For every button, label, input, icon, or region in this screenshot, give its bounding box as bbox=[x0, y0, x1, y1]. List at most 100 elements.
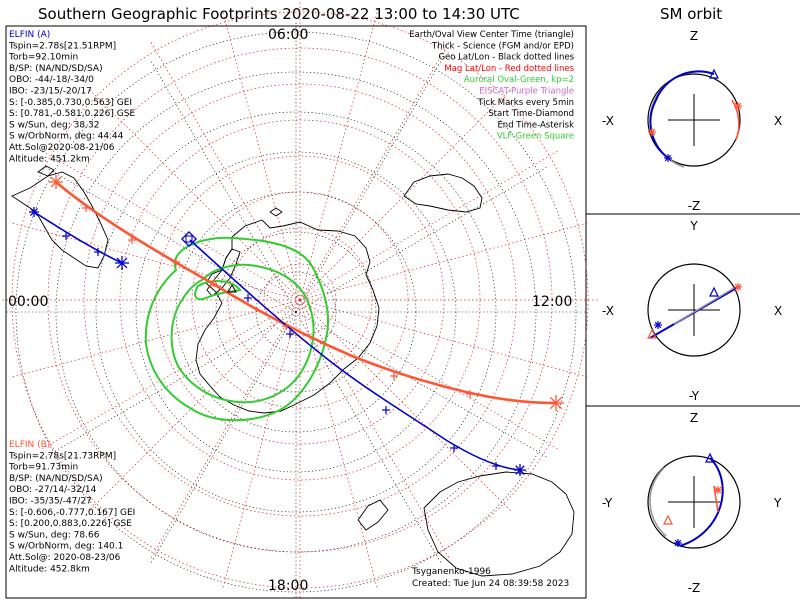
mag-longitude-line bbox=[299, 10, 378, 301]
legend-entry: Start Time-Diamond bbox=[488, 109, 574, 119]
elfin-a-track bbox=[33, 211, 123, 264]
created-timestamp: Created: Tue Jun 24 08:39:58 2023 bbox=[412, 579, 569, 589]
info-line: S w/OrbNorm, deg: 44.44 bbox=[9, 132, 124, 142]
auroral-oval-outer bbox=[144, 236, 330, 422]
africa-coastline bbox=[403, 173, 483, 213]
orbit-start-triangle bbox=[647, 328, 657, 339]
orbit-axis-left: -X bbox=[602, 114, 614, 128]
geo-latlon-grid bbox=[6, 22, 586, 600]
orbit-end-asterisk bbox=[654, 321, 662, 329]
mag-longitude-line bbox=[40, 149, 301, 301]
orbit-end-asterisk bbox=[734, 283, 742, 291]
orbit-title: SM orbit bbox=[660, 5, 722, 23]
mag-longitude-line bbox=[10, 299, 301, 378]
orbit-path-a bbox=[679, 457, 724, 547]
orbit-end-asterisk bbox=[664, 154, 672, 162]
orbit-path-gray bbox=[673, 287, 735, 325]
geo-latitude-circle bbox=[135, 151, 457, 473]
info-line: B/SP: (NA/ND/SD/SA) bbox=[9, 64, 103, 74]
elfin-a-tick bbox=[94, 248, 102, 256]
orbit-axis-right: X bbox=[774, 114, 782, 128]
info-line: IBO: -35/35/-47/27 bbox=[9, 497, 92, 507]
orbit-path-gray bbox=[649, 467, 667, 537]
geo-latitude-circle bbox=[95, 111, 497, 513]
geo-longitude-line bbox=[295, 60, 442, 313]
island-coastline bbox=[269, 207, 283, 217]
orbit-start-triangle bbox=[709, 286, 719, 297]
orbit-axis-bottom: -Z bbox=[688, 199, 701, 213]
info-line: S: [0.200,0.883,0.226] GSE bbox=[9, 519, 132, 529]
orbit-end-asterisk bbox=[648, 128, 656, 136]
legend-entry: Earth/Oval View Center Time (triangle) bbox=[409, 30, 574, 40]
info-line: S w/Sun, deg: 78.66 bbox=[9, 530, 100, 540]
orbit-path-a bbox=[649, 70, 715, 159]
legend-entry: End Time-Asterisk bbox=[497, 120, 574, 130]
info-line: OBO: -27/14/-32/14 bbox=[9, 485, 97, 495]
antarctica-coastline bbox=[195, 219, 380, 414]
elfin-a-tick bbox=[382, 406, 390, 414]
orbit-axis-bottom: -Y bbox=[689, 389, 700, 403]
info-line: Torb=92.10min bbox=[8, 53, 78, 63]
new-zealand-coastline bbox=[357, 499, 389, 531]
mag-longitude-line bbox=[299, 299, 451, 560]
info-line: B/SP: (NA/ND/SD/SA) bbox=[9, 474, 103, 484]
info-line: S: [-0.385,0.730,0.563] GEI bbox=[9, 98, 132, 108]
geo-longitude-line bbox=[295, 311, 548, 458]
sm-orbit-panels: Z -Z -X X Y -Y -X X Z -Z -Y Y bbox=[602, 29, 782, 595]
elfin-b-end-asterisk bbox=[49, 175, 63, 189]
polar-map bbox=[0, 0, 600, 600]
mag-longitude-line bbox=[299, 40, 451, 301]
elfin-a-info: ELFIN (A)Tspin=2.78s[21.51RPM] Torb=92.10… bbox=[8, 30, 135, 164]
info-line: S w/OrbNorm, deg: 140.1 bbox=[9, 542, 123, 552]
mag-longitude-line bbox=[222, 10, 301, 301]
south-america-coastline bbox=[11, 171, 109, 269]
island-coastline bbox=[37, 165, 55, 177]
clock-label-left: 00:00 bbox=[8, 294, 48, 310]
geo-longitude-line bbox=[295, 311, 442, 564]
elfin-a-tick bbox=[492, 462, 500, 470]
legend-entry: VLF-Green Square bbox=[497, 132, 574, 142]
elfin-a-tick bbox=[62, 232, 70, 240]
orbit-axis-top: Z bbox=[690, 29, 698, 43]
model-credit: Tsyganenko-1996 bbox=[411, 567, 491, 577]
orbit-axis-bottom: -Z bbox=[688, 581, 701, 595]
info-line: Altitude: 451.2km bbox=[9, 154, 90, 164]
mag-longitude-line bbox=[299, 299, 560, 451]
mag-longitude-line bbox=[299, 222, 590, 301]
orbit-panel: Z -Z -Y Y bbox=[602, 411, 782, 595]
view-center-triangle bbox=[227, 283, 237, 293]
mag-longitude-line bbox=[299, 87, 513, 301]
elfin-b-tick bbox=[282, 322, 290, 330]
track-markers bbox=[29, 175, 564, 476]
earth-circle bbox=[647, 455, 741, 549]
geo-latitude-circle bbox=[55, 71, 537, 553]
satellite-name: ELFIN (A) bbox=[9, 30, 50, 40]
legend-entry: Tick Marks every 5min bbox=[477, 98, 574, 108]
geo-longitude-line bbox=[295, 166, 548, 313]
info-line: Att.Sol@2020-08-21/06 bbox=[9, 143, 115, 153]
elfin-b-tick bbox=[466, 390, 474, 398]
geo-longitude-line bbox=[44, 166, 297, 313]
info-line: Altitude: 452.8km bbox=[9, 564, 90, 574]
elfin-b-tick bbox=[82, 204, 90, 212]
mag-longitude-line bbox=[299, 149, 560, 301]
legend-entry: Geo Lat/Lon - Black dotted lines bbox=[438, 53, 574, 63]
mag-longitude-line bbox=[10, 222, 301, 301]
geo-latitude-circle bbox=[15, 31, 577, 593]
elfin-b-tick bbox=[172, 258, 180, 266]
elfin-b-end-asterisk bbox=[548, 395, 564, 411]
clock-label-top: 06:00 bbox=[268, 27, 308, 43]
auroral-oval-inner bbox=[170, 263, 315, 404]
mag-longitude-line bbox=[222, 299, 301, 590]
elfin-a-tick bbox=[450, 444, 458, 452]
mag-longitude-line bbox=[299, 299, 513, 513]
info-line: IBO: -23/15/-20/17 bbox=[9, 87, 92, 97]
orbit-panel: Z -Z -X X bbox=[602, 29, 782, 213]
view-center-triangle bbox=[209, 279, 219, 287]
elfin-b-track bbox=[55, 181, 557, 405]
geo-longitude-line bbox=[150, 60, 297, 313]
info-line: S: [-0.606,-0.777,0.167] GEI bbox=[9, 508, 135, 518]
mag-longitude-line bbox=[299, 299, 590, 378]
orbit-path-b bbox=[731, 99, 740, 141]
